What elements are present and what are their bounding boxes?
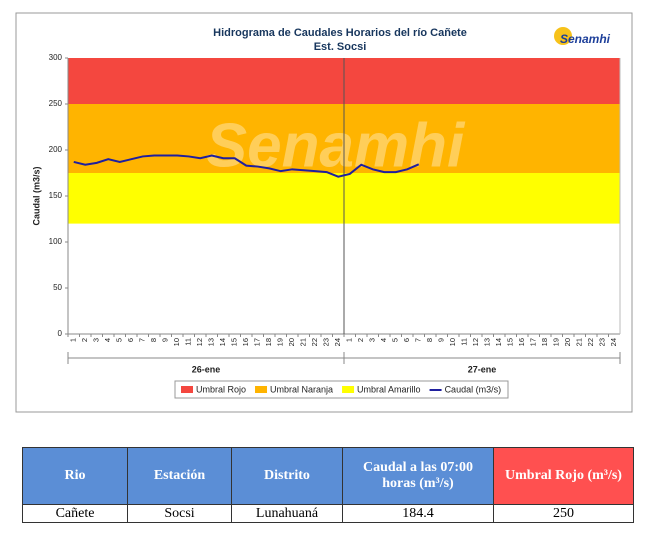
x-tick-label: 18 [264, 338, 273, 346]
x-tick-label: 5 [115, 338, 124, 342]
x-tick-label: 3 [92, 338, 101, 342]
cell: Socsi [127, 504, 232, 523]
legend-label: Umbral Rojo [196, 384, 246, 394]
x-tick-label: 23 [598, 338, 607, 346]
x-tick-label: 19 [276, 338, 285, 346]
x-tick-label: 18 [540, 338, 549, 346]
x-tick-label: 20 [287, 338, 296, 346]
x-tick-label: 14 [494, 338, 503, 346]
series-line [73, 154, 420, 178]
x-tick-label: 6 [402, 338, 411, 342]
x-tick-label: 9 [437, 338, 446, 342]
y-tick-label: 50 [53, 283, 62, 292]
header-cell: Distrito [231, 447, 343, 505]
x-tick-label: 22 [310, 338, 319, 346]
x-tick-label: 8 [149, 338, 158, 342]
x-tick-label: 10 [448, 338, 457, 346]
legend-swatch [342, 386, 355, 393]
x-tick-label: 10 [172, 338, 181, 346]
logo-sun [554, 27, 572, 45]
logo: Senamhi [554, 27, 611, 46]
table-row: Cañete Socsi Lunahuaná 184.4 250 [22, 504, 634, 523]
x-tick-label: 16 [517, 338, 526, 346]
x-tick-label: 5 [391, 338, 400, 342]
x-tick-label: 23 [322, 338, 331, 346]
x-tick-label: 13 [207, 338, 216, 346]
legend-label: Umbral Naranja [270, 384, 333, 394]
y-tick-label: 300 [49, 53, 63, 62]
legend: Umbral Rojo Umbral Naranja Umbral Amarillo… [174, 380, 509, 399]
legend-swatch [255, 386, 268, 393]
x-tick-label: 21 [299, 338, 308, 346]
y-tick-label: 250 [49, 99, 63, 108]
x-tick-label: 19 [552, 338, 561, 346]
header-cell: Rio [22, 447, 128, 505]
cell: Lunahuaná [231, 504, 343, 523]
cell: 250 [493, 504, 634, 523]
y-tick-label: 100 [49, 237, 63, 246]
y-tick-label: 0 [58, 329, 63, 338]
x-tick-label: 17 [253, 338, 262, 346]
x-tick-label: 12 [471, 338, 480, 346]
x-tick-label: 22 [586, 338, 595, 346]
x-tick-label: 4 [379, 338, 388, 342]
x-tick-label: 13 [483, 338, 492, 346]
data-table: Rio Estación Distrito Caudal a las 07:00… [22, 447, 634, 523]
group-label: 27-ene [468, 364, 497, 374]
watermark: Senamhi [206, 111, 466, 180]
x-tick-label: 9 [161, 338, 170, 342]
header-cell: Umbral Rojo (m³/s) [493, 447, 634, 505]
y-tick-label: 150 [49, 191, 63, 200]
x-tick-label: 11 [460, 338, 469, 346]
legend-swatch [181, 386, 193, 393]
header-cell: Caudal a las 07:00 horas (m³/s) [342, 447, 494, 505]
x-tick-label: 16 [241, 338, 250, 346]
y-tick-label: 200 [49, 145, 63, 154]
cell: 184.4 [342, 504, 494, 523]
chart-subtitle: Est. Socsi [314, 41, 367, 53]
x-tick-label: 17 [529, 338, 538, 346]
x-tick-label: 6 [126, 338, 135, 342]
x-tick-label: 21 [575, 338, 584, 346]
x-tick-label: 11 [184, 338, 193, 346]
cell: Cañete [22, 504, 128, 523]
x-tick-label: 12 [195, 338, 204, 346]
x-tick-label: 7 [414, 338, 423, 342]
x-tick-label: 7 [138, 338, 147, 342]
logo-text: Senamhi [560, 32, 611, 46]
x-tick-label: 24 [609, 338, 618, 346]
x-tick-label: 15 [230, 338, 239, 346]
legend-label: Caudal (m3/s) [445, 384, 502, 394]
chart: Hidrograma de Caudales Horarios del río … [15, 12, 633, 413]
header-cell: Estación [127, 447, 232, 505]
x-tick-label: 4 [103, 338, 112, 342]
x-tick-label: 3 [368, 338, 377, 342]
table-header: Rio Estación Distrito Caudal a las 07:00… [22, 447, 634, 505]
x-tick-label: 14 [218, 338, 227, 346]
x-tick-label: 24 [333, 338, 342, 346]
x-tick-label: 1 [69, 338, 78, 342]
group-label: 26-ene [192, 364, 221, 374]
chart-title: Hidrograma de Caudales Horarios del río … [213, 27, 467, 39]
y-axis-label: Caudal (m3/s) [31, 166, 41, 225]
x-tick-label: 20 [563, 338, 572, 346]
legend-box [174, 380, 509, 399]
x-tick-label: 15 [506, 338, 515, 346]
x-tick-label: 1 [345, 338, 354, 342]
x-tick-label: 2 [80, 338, 89, 342]
x-tick-label: 8 [425, 338, 434, 342]
legend-label: Umbral Amarillo [357, 384, 421, 394]
x-tick-label: 2 [356, 338, 365, 342]
